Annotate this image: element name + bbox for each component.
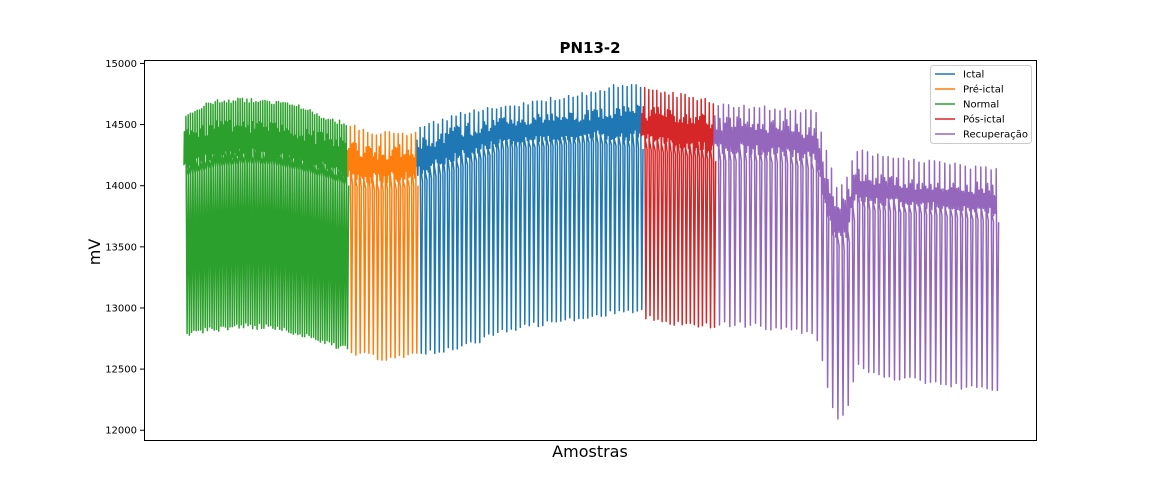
series-line-1 bbox=[415, 83, 644, 355]
y-tick-label: 12500 bbox=[105, 365, 137, 376]
y-tick-label: 14500 bbox=[105, 120, 137, 131]
y-tick-label: 14000 bbox=[105, 181, 137, 192]
series-line-4 bbox=[640, 86, 717, 329]
y-axis: 12000 12500 13000 13500 14000 14500 15000 bbox=[105, 59, 145, 437]
legend-label: Ictal bbox=[963, 70, 984, 81]
legend-label: Recuperação bbox=[963, 130, 1028, 141]
legend-box bbox=[930, 65, 1032, 144]
legend: Ictal Pré-ictal Normal Pós-ictal Recuperação bbox=[930, 65, 1032, 144]
series-line-2 bbox=[345, 124, 419, 361]
y-tick-label: 13500 bbox=[105, 242, 137, 253]
y-tick-label: 12000 bbox=[105, 426, 137, 437]
plot-frame bbox=[144, 60, 1037, 441]
legend-label: Pré-ictal bbox=[963, 84, 1004, 96]
y-tick-label: 13000 bbox=[105, 303, 137, 314]
legend-label: Normal bbox=[963, 100, 999, 111]
legend-label: Pós-ictal bbox=[963, 114, 1005, 126]
series-line-5 bbox=[713, 103, 1000, 420]
y-tick-label: 15000 bbox=[105, 59, 137, 70]
x-axis-label: Amostras bbox=[552, 442, 628, 461]
y-axis-label: mV bbox=[85, 239, 104, 266]
chart-title: PN13-2 bbox=[559, 39, 620, 57]
series-layer bbox=[183, 83, 1000, 420]
series-line-3 bbox=[183, 97, 350, 350]
